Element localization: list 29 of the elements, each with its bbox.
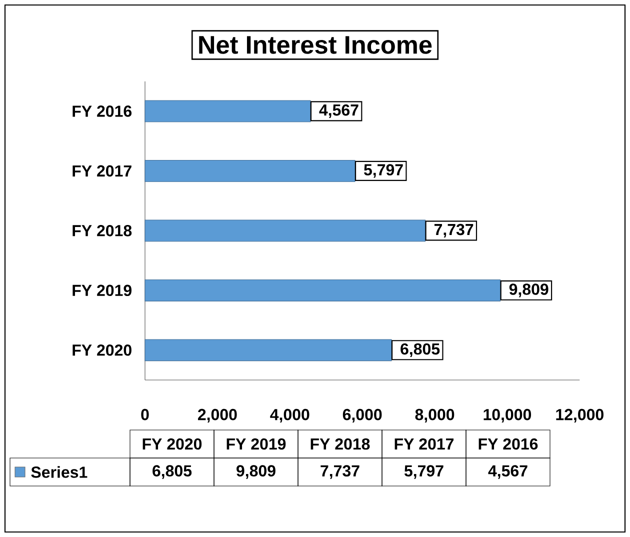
category-label: FY 2019 [226, 438, 286, 450]
chart-title: Net Interest Income [199, 36, 432, 54]
data-label: 6,805 [400, 343, 440, 357]
x-tick-label: 6,000 [342, 408, 382, 423]
x-tick-label: 0 [141, 408, 149, 420]
x-tick-label: 2,000 [198, 408, 237, 423]
legend-label: Series1 [31, 466, 88, 478]
category-label: FY 2020 [142, 438, 202, 450]
x-tick-label: 12,000 [556, 408, 604, 423]
y-tick-label: FY 2016 [72, 106, 132, 117]
text: 6,805 [152, 465, 192, 479]
y-tick-label: FY 2017 [72, 165, 132, 177]
category-label: FY 2018 [310, 438, 370, 450]
x-tick-label: 4,000 [270, 408, 310, 423]
text: 9,809 [236, 465, 276, 479]
x-tick-label: 10,000 [484, 408, 532, 423]
data-label: 5,797 [364, 164, 403, 178]
text: 5,797 [404, 465, 444, 479]
data-label: 7,737 [434, 224, 474, 238]
x-tick-label: 8,000 [415, 408, 454, 423]
category-label: FY 2017 [394, 438, 454, 450]
y-tick-label: FY 2020 [72, 344, 132, 356]
text: 4,567 [488, 465, 528, 479]
data-label: 9,809 [509, 284, 548, 298]
data-label: 4,567 [319, 104, 358, 118]
y-tick-label: FY 2018 [72, 225, 132, 236]
y-tick-label: FY 2019 [72, 284, 132, 296]
text: 7,737 [320, 465, 360, 479]
category-label: FY 2016 [478, 438, 538, 450]
